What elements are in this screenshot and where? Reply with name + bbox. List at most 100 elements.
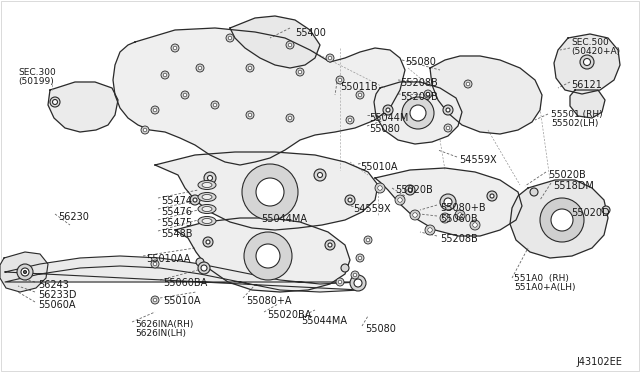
Circle shape: [444, 124, 452, 132]
Circle shape: [378, 186, 382, 190]
Circle shape: [336, 76, 344, 84]
Circle shape: [584, 58, 591, 65]
Circle shape: [348, 118, 352, 122]
Circle shape: [196, 64, 204, 72]
Polygon shape: [554, 34, 620, 94]
Text: 55474: 55474: [161, 196, 192, 206]
Text: 55020D: 55020D: [571, 208, 610, 218]
Circle shape: [353, 273, 357, 277]
Text: 55502(LH): 55502(LH): [551, 119, 598, 128]
Text: 55208B: 55208B: [440, 234, 477, 244]
Text: 5548B: 5548B: [161, 229, 193, 239]
Text: 55080: 55080: [365, 324, 396, 334]
Text: (50199): (50199): [18, 77, 54, 86]
Circle shape: [288, 43, 292, 47]
Text: 5518DM: 5518DM: [553, 181, 594, 191]
Circle shape: [181, 91, 189, 99]
Circle shape: [211, 101, 219, 109]
Text: 55020B: 55020B: [395, 185, 433, 195]
Circle shape: [256, 178, 284, 206]
Polygon shape: [510, 180, 608, 258]
Circle shape: [410, 210, 420, 220]
Text: 55080+A: 55080+A: [246, 296, 291, 306]
Text: 55010A: 55010A: [360, 162, 397, 172]
Circle shape: [366, 238, 370, 242]
Circle shape: [325, 240, 335, 250]
Polygon shape: [430, 56, 542, 134]
Circle shape: [358, 93, 362, 97]
Ellipse shape: [202, 218, 212, 224]
Polygon shape: [5, 256, 360, 292]
Text: 55476: 55476: [161, 207, 192, 217]
Circle shape: [410, 105, 426, 121]
Circle shape: [226, 34, 234, 42]
Circle shape: [348, 198, 352, 202]
Text: 55209B: 55209B: [400, 92, 438, 102]
Text: 56121: 56121: [571, 80, 602, 90]
Text: 5626INA(RH): 5626INA(RH): [135, 320, 193, 329]
Ellipse shape: [198, 205, 216, 214]
Circle shape: [446, 126, 450, 130]
Circle shape: [213, 103, 217, 107]
Text: 55080: 55080: [405, 57, 436, 67]
Text: 55044MA: 55044MA: [301, 316, 347, 326]
Circle shape: [153, 298, 157, 302]
Circle shape: [350, 275, 366, 291]
Text: 5626IN(LH): 5626IN(LH): [135, 329, 186, 338]
Circle shape: [161, 71, 169, 79]
Circle shape: [151, 260, 159, 268]
Text: 55044M: 55044M: [369, 113, 408, 123]
Circle shape: [444, 198, 452, 206]
Circle shape: [580, 55, 594, 69]
Circle shape: [428, 228, 432, 232]
Circle shape: [386, 108, 390, 112]
Circle shape: [540, 198, 584, 242]
Circle shape: [204, 172, 216, 184]
Circle shape: [466, 82, 470, 86]
Circle shape: [153, 108, 157, 112]
Text: 55475: 55475: [161, 218, 192, 228]
Circle shape: [326, 54, 334, 62]
Polygon shape: [155, 152, 378, 230]
Circle shape: [17, 264, 33, 280]
Text: SEC.300: SEC.300: [18, 68, 56, 77]
Circle shape: [405, 185, 415, 195]
Circle shape: [196, 258, 204, 266]
Text: 55044MA: 55044MA: [261, 214, 307, 224]
Text: 56243: 56243: [38, 280, 69, 290]
Circle shape: [143, 128, 147, 132]
Circle shape: [151, 106, 159, 114]
Circle shape: [446, 108, 450, 112]
Ellipse shape: [202, 195, 212, 199]
Circle shape: [375, 183, 385, 193]
Text: 55020B: 55020B: [548, 170, 586, 180]
Circle shape: [206, 240, 210, 244]
Circle shape: [286, 114, 294, 122]
Circle shape: [346, 116, 354, 124]
Circle shape: [338, 280, 342, 284]
Circle shape: [458, 213, 462, 217]
Text: SEC.500: SEC.500: [571, 38, 609, 47]
Text: 551A0+A(LH): 551A0+A(LH): [514, 283, 575, 292]
Circle shape: [21, 268, 29, 276]
Ellipse shape: [202, 206, 212, 212]
Circle shape: [296, 68, 304, 76]
Circle shape: [201, 265, 207, 271]
Circle shape: [153, 262, 157, 266]
Circle shape: [443, 105, 453, 115]
Circle shape: [256, 244, 280, 268]
Text: 56233D: 56233D: [38, 290, 77, 300]
Circle shape: [286, 41, 294, 49]
Circle shape: [464, 80, 472, 88]
Circle shape: [173, 46, 177, 50]
Text: 55060A: 55060A: [38, 300, 76, 310]
Circle shape: [246, 111, 254, 119]
Circle shape: [351, 271, 359, 279]
Circle shape: [551, 209, 573, 231]
Circle shape: [358, 256, 362, 260]
Text: 55208B: 55208B: [400, 78, 438, 88]
Circle shape: [470, 220, 480, 230]
Circle shape: [317, 173, 323, 177]
Circle shape: [203, 237, 213, 247]
Ellipse shape: [202, 183, 212, 187]
